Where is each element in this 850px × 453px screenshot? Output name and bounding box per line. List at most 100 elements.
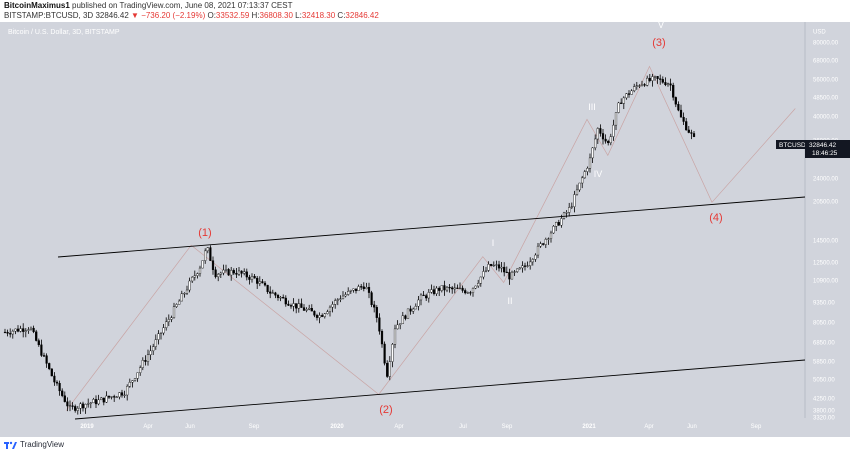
close-label: C:: [337, 11, 346, 20]
x-axis-ticks: 2019 Apr Jun Sep 2020 Apr Jul Sep 2021 Apr Jun Sep: [80, 424, 762, 430]
low-label: L:: [295, 11, 302, 20]
candle: [669, 78, 672, 91]
candle: [22, 323, 25, 338]
candle: [282, 294, 285, 299]
candle: [646, 75, 649, 87]
y-tick-label: 12500.00: [813, 261, 839, 267]
candle: [152, 343, 155, 356]
candle: [399, 323, 402, 330]
author-name[interactable]: BitcoinMaximus1: [4, 1, 70, 10]
candle: [66, 397, 69, 412]
ohlc-line: BITSTAMP:BTCUSD, 3D 32846.42 ▼ −736.20 (…: [4, 11, 379, 20]
candle: [378, 313, 381, 335]
candle: [336, 298, 339, 306]
candle: [492, 261, 495, 267]
x-tick-label: Sep: [502, 424, 513, 430]
open-value: 33532.59: [215, 11, 250, 20]
candle: [427, 289, 430, 303]
candle: [256, 275, 259, 289]
y-tick-label: 20500.00: [813, 200, 839, 206]
candle: [305, 307, 308, 313]
candle: [425, 293, 428, 301]
x-tick-label: 2019: [80, 424, 94, 430]
candle: [484, 266, 488, 273]
x-tick-label: Sep: [249, 424, 260, 430]
candle: [557, 219, 560, 226]
candle: [513, 270, 516, 277]
candle: [419, 293, 423, 306]
candle: [682, 112, 685, 126]
candle: [276, 293, 280, 301]
candles-layer: [3, 73, 696, 415]
candle: [612, 119, 615, 141]
candle: [162, 323, 165, 336]
candle: [630, 89, 633, 95]
price-tag-symbol-bg: [776, 140, 812, 149]
candle: [243, 268, 246, 276]
candle: [685, 118, 688, 131]
candle: [568, 202, 571, 217]
candle: [144, 355, 147, 366]
y-tick-label: 48500.00: [813, 96, 839, 102]
candle: [227, 268, 230, 276]
candle: [315, 313, 319, 321]
y-tick-label: 9350.00: [813, 301, 835, 307]
candle: [250, 273, 254, 283]
candle: [263, 281, 267, 287]
candle: [347, 287, 350, 296]
candle: [113, 394, 116, 402]
candle: [542, 242, 545, 246]
chart-header: BitcoinMaximus1 published on TradingView…: [0, 0, 850, 22]
candle: [440, 285, 443, 293]
candle: [107, 395, 111, 399]
price-axis[interactable]: [805, 22, 850, 437]
candle: [638, 84, 641, 88]
candle: [219, 271, 222, 279]
candle: [357, 284, 360, 292]
candle: [617, 101, 620, 114]
chart-area[interactable]: Bitcoin / U.S. Dollar, 3D, BITSTAMP (1) (…: [0, 20, 850, 437]
candle: [464, 288, 467, 295]
candle: [690, 129, 693, 140]
candle: [349, 289, 352, 294]
candle: [529, 257, 532, 270]
tradingview-logo[interactable]: TradingView: [4, 440, 64, 449]
candle: [573, 190, 576, 213]
candle: [206, 247, 209, 254]
candle: [432, 285, 436, 296]
wave-path-layer: [65, 65, 796, 411]
candle: [586, 166, 589, 176]
candle: [648, 74, 651, 83]
candle: [287, 300, 290, 306]
candle: [510, 270, 514, 280]
footer: TradingView: [0, 437, 850, 453]
candle: [253, 274, 256, 279]
candle: [136, 372, 139, 382]
price-chart[interactable]: Bitcoin / U.S. Dollar, 3D, BITSTAMP (1) (…: [0, 20, 850, 437]
candle: [614, 112, 618, 131]
candle: [591, 147, 594, 163]
candle: [191, 276, 194, 283]
candle: [53, 372, 56, 386]
candle: [344, 292, 347, 298]
candle: [555, 221, 558, 232]
wave-path: [65, 65, 796, 411]
candle: [97, 394, 100, 406]
wave-label: IV: [594, 169, 603, 179]
candle: [677, 101, 680, 112]
candle: [365, 282, 368, 290]
candle: [37, 338, 40, 347]
close-value: 32846.42: [345, 11, 379, 20]
candle: [367, 282, 371, 299]
candle: [326, 309, 329, 315]
candle: [48, 362, 51, 371]
candle: [211, 256, 215, 275]
candle: [581, 175, 584, 189]
candle: [508, 268, 511, 285]
candle: [341, 291, 345, 300]
candle: [209, 245, 212, 261]
candle: [380, 329, 384, 348]
y-tick-label: 4250.00: [813, 397, 835, 403]
candle: [599, 124, 602, 137]
y-tick-label: 5050.00: [813, 378, 835, 384]
